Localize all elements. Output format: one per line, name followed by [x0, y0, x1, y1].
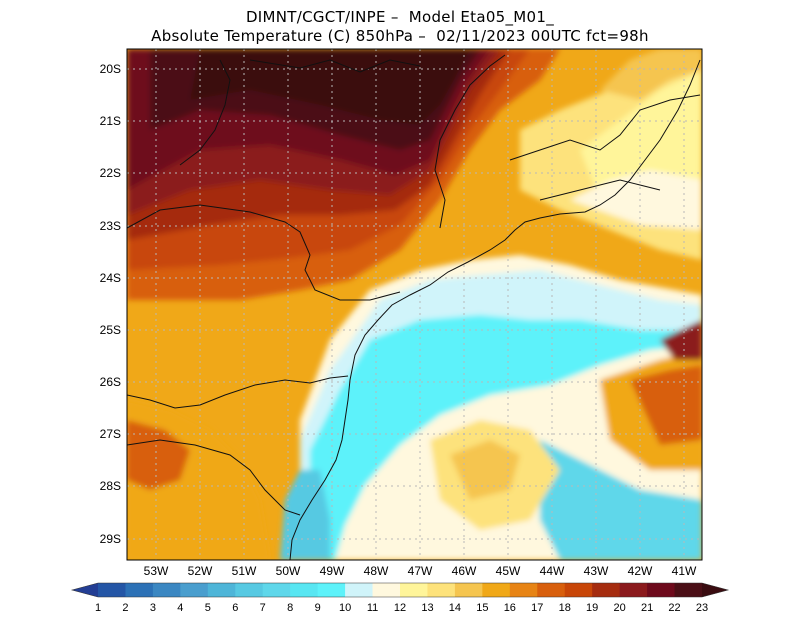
color-scale-label: 2	[122, 602, 128, 614]
color-scale-label: 17	[531, 602, 543, 614]
color-scale-swatch	[619, 583, 648, 597]
color-scale-swatch	[564, 583, 593, 597]
temperature-field	[127, 49, 702, 560]
lon-label: 41W	[672, 564, 697, 578]
lat-label: 23S	[100, 219, 121, 233]
color-scale-swatch	[372, 583, 401, 597]
longitude-labels: 53W 52W 51W 50W 49W 48W 47W 46W 45W 44W …	[144, 564, 697, 578]
color-scale-swatch	[537, 583, 566, 597]
lat-label: 29S	[100, 532, 121, 546]
color-scale-label: 8	[287, 602, 293, 614]
color-scale-label: 22	[668, 602, 680, 614]
color-scale-labels: 1 2 3 4 5 6 7 8 9 10 11 12 13 14 15 16 17 18 19 20 21 22 23	[95, 602, 708, 614]
color-scale-label: 9	[315, 602, 321, 614]
color-scale-bar	[70, 582, 730, 598]
lat-label: 27S	[100, 427, 121, 441]
color-scale-swatch	[125, 583, 154, 597]
lon-label: 49W	[320, 564, 345, 578]
color-scale-label: 18	[559, 602, 571, 614]
lon-label: 46W	[452, 564, 477, 578]
title-line-1: DIMNT/CGCT/INPE – Model Eta05_M01_	[245, 8, 555, 26]
lat-label: 22S	[100, 166, 121, 180]
color-scale-label: 6	[232, 602, 238, 614]
color-scale-label: 11	[367, 602, 378, 614]
lat-label: 26S	[100, 375, 121, 389]
lat-label: 28S	[100, 479, 121, 493]
lon-label: 51W	[232, 564, 257, 578]
coastline-and-borders	[127, 54, 701, 560]
lon-label: 50W	[276, 564, 301, 578]
color-scale-label: 13	[421, 602, 433, 614]
lon-label: 45W	[496, 564, 521, 578]
lon-label: 47W	[408, 564, 433, 578]
color-scale-swatch	[647, 583, 676, 597]
lon-label: 44W	[540, 564, 565, 578]
color-scale-swatch	[152, 583, 181, 597]
color-scale-label: 16	[504, 602, 516, 614]
lon-label: 42W	[628, 564, 653, 578]
map-frame	[126, 48, 703, 561]
color-scale-label: 21	[641, 602, 653, 614]
color-scale-label: 19	[586, 602, 598, 614]
lat-label: 21S	[100, 114, 121, 128]
color-scale-swatch	[454, 583, 483, 597]
color-scale-swatch	[400, 583, 428, 597]
color-scale-swatch	[317, 583, 346, 597]
color-scale-label: 10	[339, 602, 351, 614]
lat-label: 20S	[100, 62, 121, 76]
color-scale-swatch	[235, 583, 264, 597]
graticule	[127, 49, 702, 560]
color-scale-swatch	[98, 583, 126, 597]
color-scale-label: 15	[476, 602, 488, 614]
color-scale-label: 20	[614, 602, 626, 614]
color-scale-swatch	[180, 583, 209, 597]
color-scale-swatch	[345, 583, 374, 597]
latitude-labels: 20S 21S 22S 23S 24S 25S 26S 27S 28S 29S	[100, 62, 121, 546]
color-scale-swatch	[427, 583, 456, 597]
color-scale-label: 4	[177, 602, 183, 614]
lon-label: 52W	[188, 564, 213, 578]
lat-label: 25S	[100, 323, 121, 337]
color-scale-arrow-high	[702, 583, 728, 597]
lon-label: 53W	[144, 564, 169, 578]
color-scale-swatch	[290, 583, 319, 597]
color-scale-swatch	[674, 583, 703, 597]
color-scale-label: 14	[449, 602, 461, 614]
color-scale-swatch	[592, 583, 621, 597]
color-scale-label: 7	[260, 602, 266, 614]
lon-label: 43W	[584, 564, 609, 578]
color-scale-label: 3	[150, 602, 156, 614]
lon-label: 48W	[364, 564, 389, 578]
color-scale-label: 23	[696, 602, 708, 614]
color-scale-swatch	[482, 583, 511, 597]
color-scale-label: 1	[95, 602, 101, 614]
lat-label: 24S	[100, 271, 121, 285]
title-line-2: Absolute Temperature (C) 850hPa – 02/11/…	[151, 27, 649, 45]
color-scale-swatch	[509, 583, 538, 597]
color-scale-swatch	[207, 583, 236, 597]
color-scale-label: 5	[205, 602, 211, 614]
color-scale-swatch	[262, 583, 291, 597]
color-scale-outline	[70, 582, 730, 598]
color-scale-label: 12	[394, 602, 406, 614]
color-scale-arrow-low	[72, 583, 98, 597]
